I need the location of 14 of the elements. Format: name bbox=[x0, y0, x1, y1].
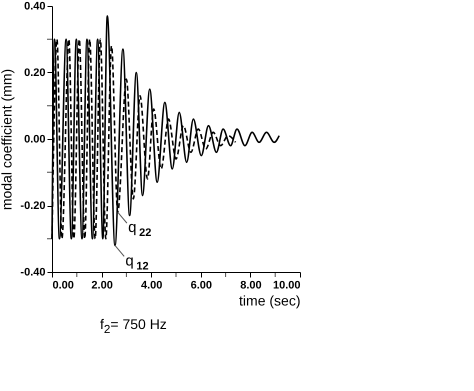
x-axis-title: time (sec) bbox=[239, 292, 300, 308]
x-tick-label: 6.00 bbox=[190, 280, 212, 292]
x-tick-label: 4.00 bbox=[140, 280, 162, 292]
y-axis-title: modal coefficient (mm) bbox=[0, 68, 14, 210]
y-tick-label: 0.40 bbox=[24, 0, 46, 12]
x-tick-label: 8.00 bbox=[240, 280, 262, 292]
x-tick-label: 2.00 bbox=[91, 280, 113, 292]
y-tick-label: 0.20 bbox=[24, 67, 46, 79]
y-tick-label: -0.40 bbox=[20, 266, 46, 278]
y-tick-label: -0.20 bbox=[20, 200, 46, 212]
text: f$_{2}$= 750 Hz bbox=[100, 316, 167, 336]
x-tick-label: 10.00 bbox=[272, 280, 300, 292]
y-tick-label: 0.00 bbox=[24, 134, 46, 146]
x-tick-label: 0.00 bbox=[52, 280, 74, 292]
